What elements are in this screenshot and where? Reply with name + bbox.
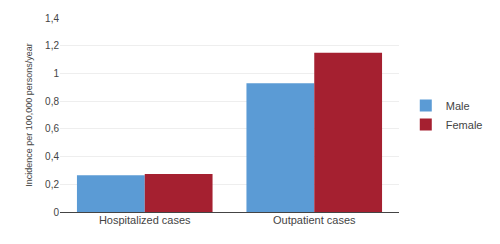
svg-text:0,8: 0,8 bbox=[45, 96, 59, 107]
svg-text:1,2: 1,2 bbox=[45, 40, 59, 51]
svg-text:0,2: 0,2 bbox=[45, 179, 59, 190]
svg-text:Outpatient cases: Outpatient cases bbox=[273, 214, 356, 226]
svg-text:Female: Female bbox=[446, 119, 483, 131]
svg-text:1: 1 bbox=[53, 68, 59, 79]
svg-text:Male: Male bbox=[446, 100, 470, 112]
svg-text:Hospitalized cases: Hospitalized cases bbox=[99, 214, 191, 226]
svg-text:0,4: 0,4 bbox=[45, 151, 59, 162]
svg-text:0: 0 bbox=[53, 207, 59, 218]
svg-text:1,4: 1,4 bbox=[45, 13, 59, 24]
svg-text:0,6: 0,6 bbox=[45, 123, 59, 134]
svg-text:Incidence per 100,000 persons/: Incidence per 100,000 persons/year bbox=[24, 43, 34, 187]
